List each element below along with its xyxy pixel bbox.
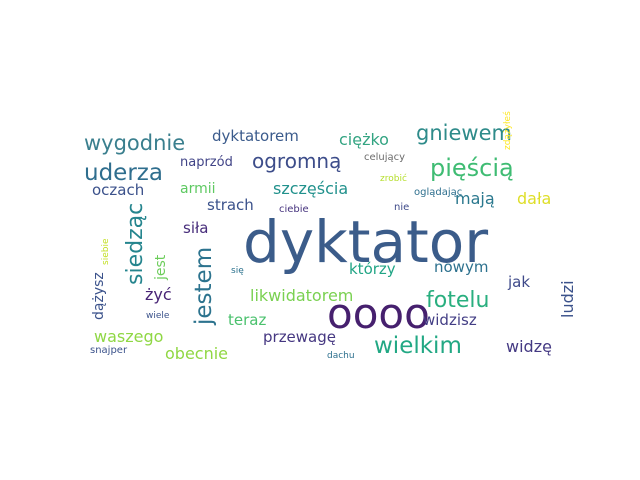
word-cloud-word: dążysz <box>91 272 107 320</box>
word-cloud-word: oooo <box>327 289 430 338</box>
word-cloud-word: widzisz <box>423 311 477 329</box>
word-cloud-word: oczach <box>92 181 144 199</box>
word-cloud-word: wielkim <box>374 333 462 359</box>
word-cloud-word: oglądając <box>414 187 462 198</box>
word-cloud-word: ciężko <box>339 130 389 149</box>
word-cloud-word: armii <box>180 181 216 197</box>
word-cloud-word: nowym <box>434 258 488 276</box>
word-cloud-word: dyktatorem <box>212 127 299 145</box>
word-cloud-word: obecnie <box>165 344 228 363</box>
word-cloud-word: nie <box>394 202 409 213</box>
word-cloud-word: którzy <box>349 260 396 278</box>
word-cloud-word: ciebie <box>279 204 309 215</box>
word-cloud-word: mają <box>455 189 495 208</box>
word-cloud-word: siła <box>183 219 208 237</box>
word-cloud-word: widzę <box>506 337 552 356</box>
word-cloud-word: dyktator <box>243 208 488 276</box>
word-cloud-word: się <box>231 266 244 276</box>
word-cloud-word: jak <box>507 273 530 291</box>
word-cloud-word: wygodnie <box>84 131 185 155</box>
word-cloud-word: wiele <box>146 311 170 321</box>
word-cloud-word: zdążyłeś <box>502 111 513 150</box>
word-cloud-word: naprzód <box>180 155 233 170</box>
word-cloud-word: zrobić <box>380 173 407 184</box>
word-cloud-word: uderza <box>84 160 163 186</box>
word-cloud-word: ogromną <box>252 149 341 173</box>
word-cloud-word: gniewem <box>416 121 512 145</box>
word-cloud-word: dała <box>517 189 551 208</box>
word-cloud-word: fotelu <box>426 288 489 313</box>
word-cloud-word: celujący <box>364 152 405 163</box>
word-cloud-word: teraz <box>228 311 266 329</box>
word-cloud-word: dachu <box>327 351 355 361</box>
word-cloud-word: snajper <box>90 345 128 356</box>
word-cloud-word: waszego <box>94 327 163 346</box>
word-cloud-word: ludzi <box>558 280 577 318</box>
word-cloud-word: żyć <box>145 285 172 304</box>
word-cloud-word: szczęścia <box>273 179 348 198</box>
word-cloud-word: strach <box>207 196 254 214</box>
word-cloud-word: likwidatorem <box>250 286 353 305</box>
word-cloud-word: siebie <box>101 238 111 265</box>
word-cloud-word: jest <box>153 254 169 281</box>
word-cloud-word: siedząc <box>123 203 148 285</box>
word-cloud-word: pięścią <box>430 154 514 182</box>
word-cloud-word: przewagę <box>263 328 336 346</box>
word-cloud-word: jestem <box>191 247 217 326</box>
